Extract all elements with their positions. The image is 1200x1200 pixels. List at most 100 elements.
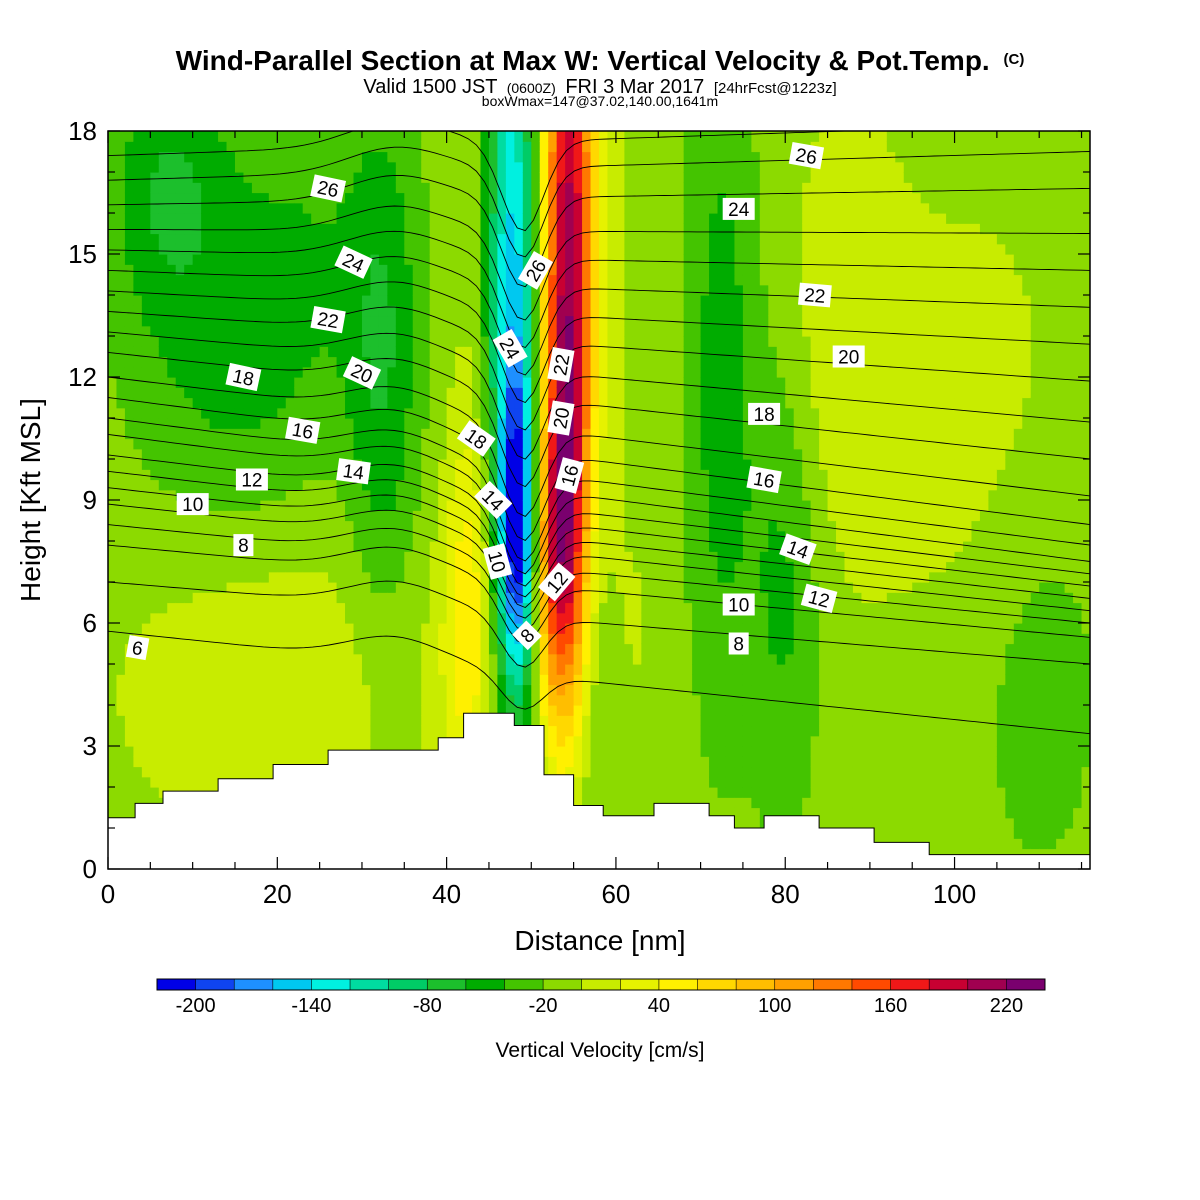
- w-cell: [607, 551, 617, 563]
- w-cell: [353, 612, 363, 624]
- w-cell: [412, 674, 422, 686]
- w-cell: [201, 582, 211, 593]
- w-cell: [497, 325, 507, 337]
- w-cell: [184, 582, 194, 593]
- w-cell: [361, 172, 372, 183]
- w-cell: [311, 438, 321, 450]
- w-cell: [666, 305, 676, 317]
- w-cell: [632, 623, 642, 634]
- w-cell: [429, 674, 439, 686]
- w-cell: [370, 284, 380, 296]
- w-cell: [658, 192, 668, 204]
- w-cell: [582, 684, 592, 696]
- w-cell: [150, 428, 160, 440]
- w-cell: [234, 305, 245, 317]
- w-cell: [429, 653, 439, 665]
- w-cell: [294, 387, 304, 399]
- w-cell: [260, 561, 270, 573]
- w-cell: [590, 664, 600, 675]
- w-cell: [548, 243, 558, 255]
- w-cell: [421, 325, 431, 337]
- w-cell: [590, 479, 600, 491]
- w-cell: [311, 161, 321, 173]
- w-cell: [277, 407, 287, 419]
- w-cell: [599, 776, 609, 788]
- w-cell: [404, 561, 414, 573]
- w-cell: [404, 664, 414, 675]
- w-cell: [573, 520, 583, 532]
- w-cell: [599, 705, 609, 716]
- w-cell: [116, 612, 126, 624]
- w-cell: [234, 397, 245, 409]
- w-cell: [124, 500, 134, 511]
- w-cell: [480, 407, 490, 419]
- w-cell: [641, 213, 651, 224]
- w-cell: [607, 459, 617, 470]
- w-cell: [218, 510, 228, 522]
- w-cell: [124, 254, 134, 265]
- w-cell: [192, 705, 202, 716]
- w-cell: [505, 264, 515, 276]
- w-cell: [675, 223, 685, 235]
- w-cell: [387, 397, 397, 409]
- w-cell: [167, 500, 177, 511]
- w-cell: [539, 243, 549, 255]
- w-cell: [124, 141, 134, 153]
- w-cell: [455, 479, 465, 491]
- w-cell: [150, 776, 160, 788]
- w-cell: [108, 571, 118, 583]
- w-cell: [666, 612, 676, 624]
- w-cell: [404, 479, 414, 491]
- w-cell: [607, 223, 617, 235]
- w-cell: [141, 602, 151, 614]
- w-cell: [353, 397, 363, 409]
- w-cell: [311, 571, 321, 583]
- w-cell: [150, 674, 160, 686]
- w-cell: [158, 489, 168, 501]
- w-cell: [446, 582, 456, 593]
- w-cell: [277, 705, 287, 716]
- w-cell: [175, 377, 185, 388]
- w-cell: [209, 479, 219, 491]
- w-cell: [395, 233, 405, 245]
- w-cell: [615, 776, 625, 788]
- w-cell: [624, 705, 634, 716]
- w-cell: [395, 428, 405, 440]
- w-cell: [522, 131, 532, 142]
- w-cell: [658, 202, 668, 214]
- w-cell: [556, 387, 566, 399]
- w-cell: [455, 571, 465, 583]
- w-cell: [234, 571, 245, 583]
- w-cell: [226, 643, 236, 655]
- w-cell: [548, 172, 558, 183]
- w-cell: [378, 520, 388, 532]
- w-cell: [218, 254, 228, 265]
- w-cell: [599, 182, 609, 194]
- w-cell: [345, 674, 355, 686]
- w-cell: [218, 623, 228, 634]
- w-cell: [404, 233, 414, 245]
- w-cell: [234, 182, 245, 194]
- w-cell: [463, 582, 473, 593]
- w-cell: [641, 787, 651, 798]
- w-cell: [438, 141, 448, 153]
- w-cell: [345, 479, 355, 491]
- w-cell: [116, 161, 126, 173]
- w-cell: [243, 387, 253, 399]
- w-cell: [666, 336, 676, 347]
- w-cell: [463, 161, 473, 173]
- w-cell: [505, 366, 515, 378]
- w-cell: [167, 612, 177, 624]
- w-cell: [395, 356, 405, 368]
- w-cell: [488, 295, 499, 306]
- w-cell: [387, 274, 397, 286]
- w-cell: [531, 510, 541, 522]
- w-cell: [404, 161, 414, 173]
- w-cell: [243, 418, 253, 429]
- w-cell: [692, 612, 702, 624]
- w-cell: [649, 131, 659, 142]
- w-cell: [218, 192, 228, 204]
- w-cell: [277, 254, 287, 265]
- w-cell: [522, 254, 532, 265]
- w-cell: [666, 500, 676, 511]
